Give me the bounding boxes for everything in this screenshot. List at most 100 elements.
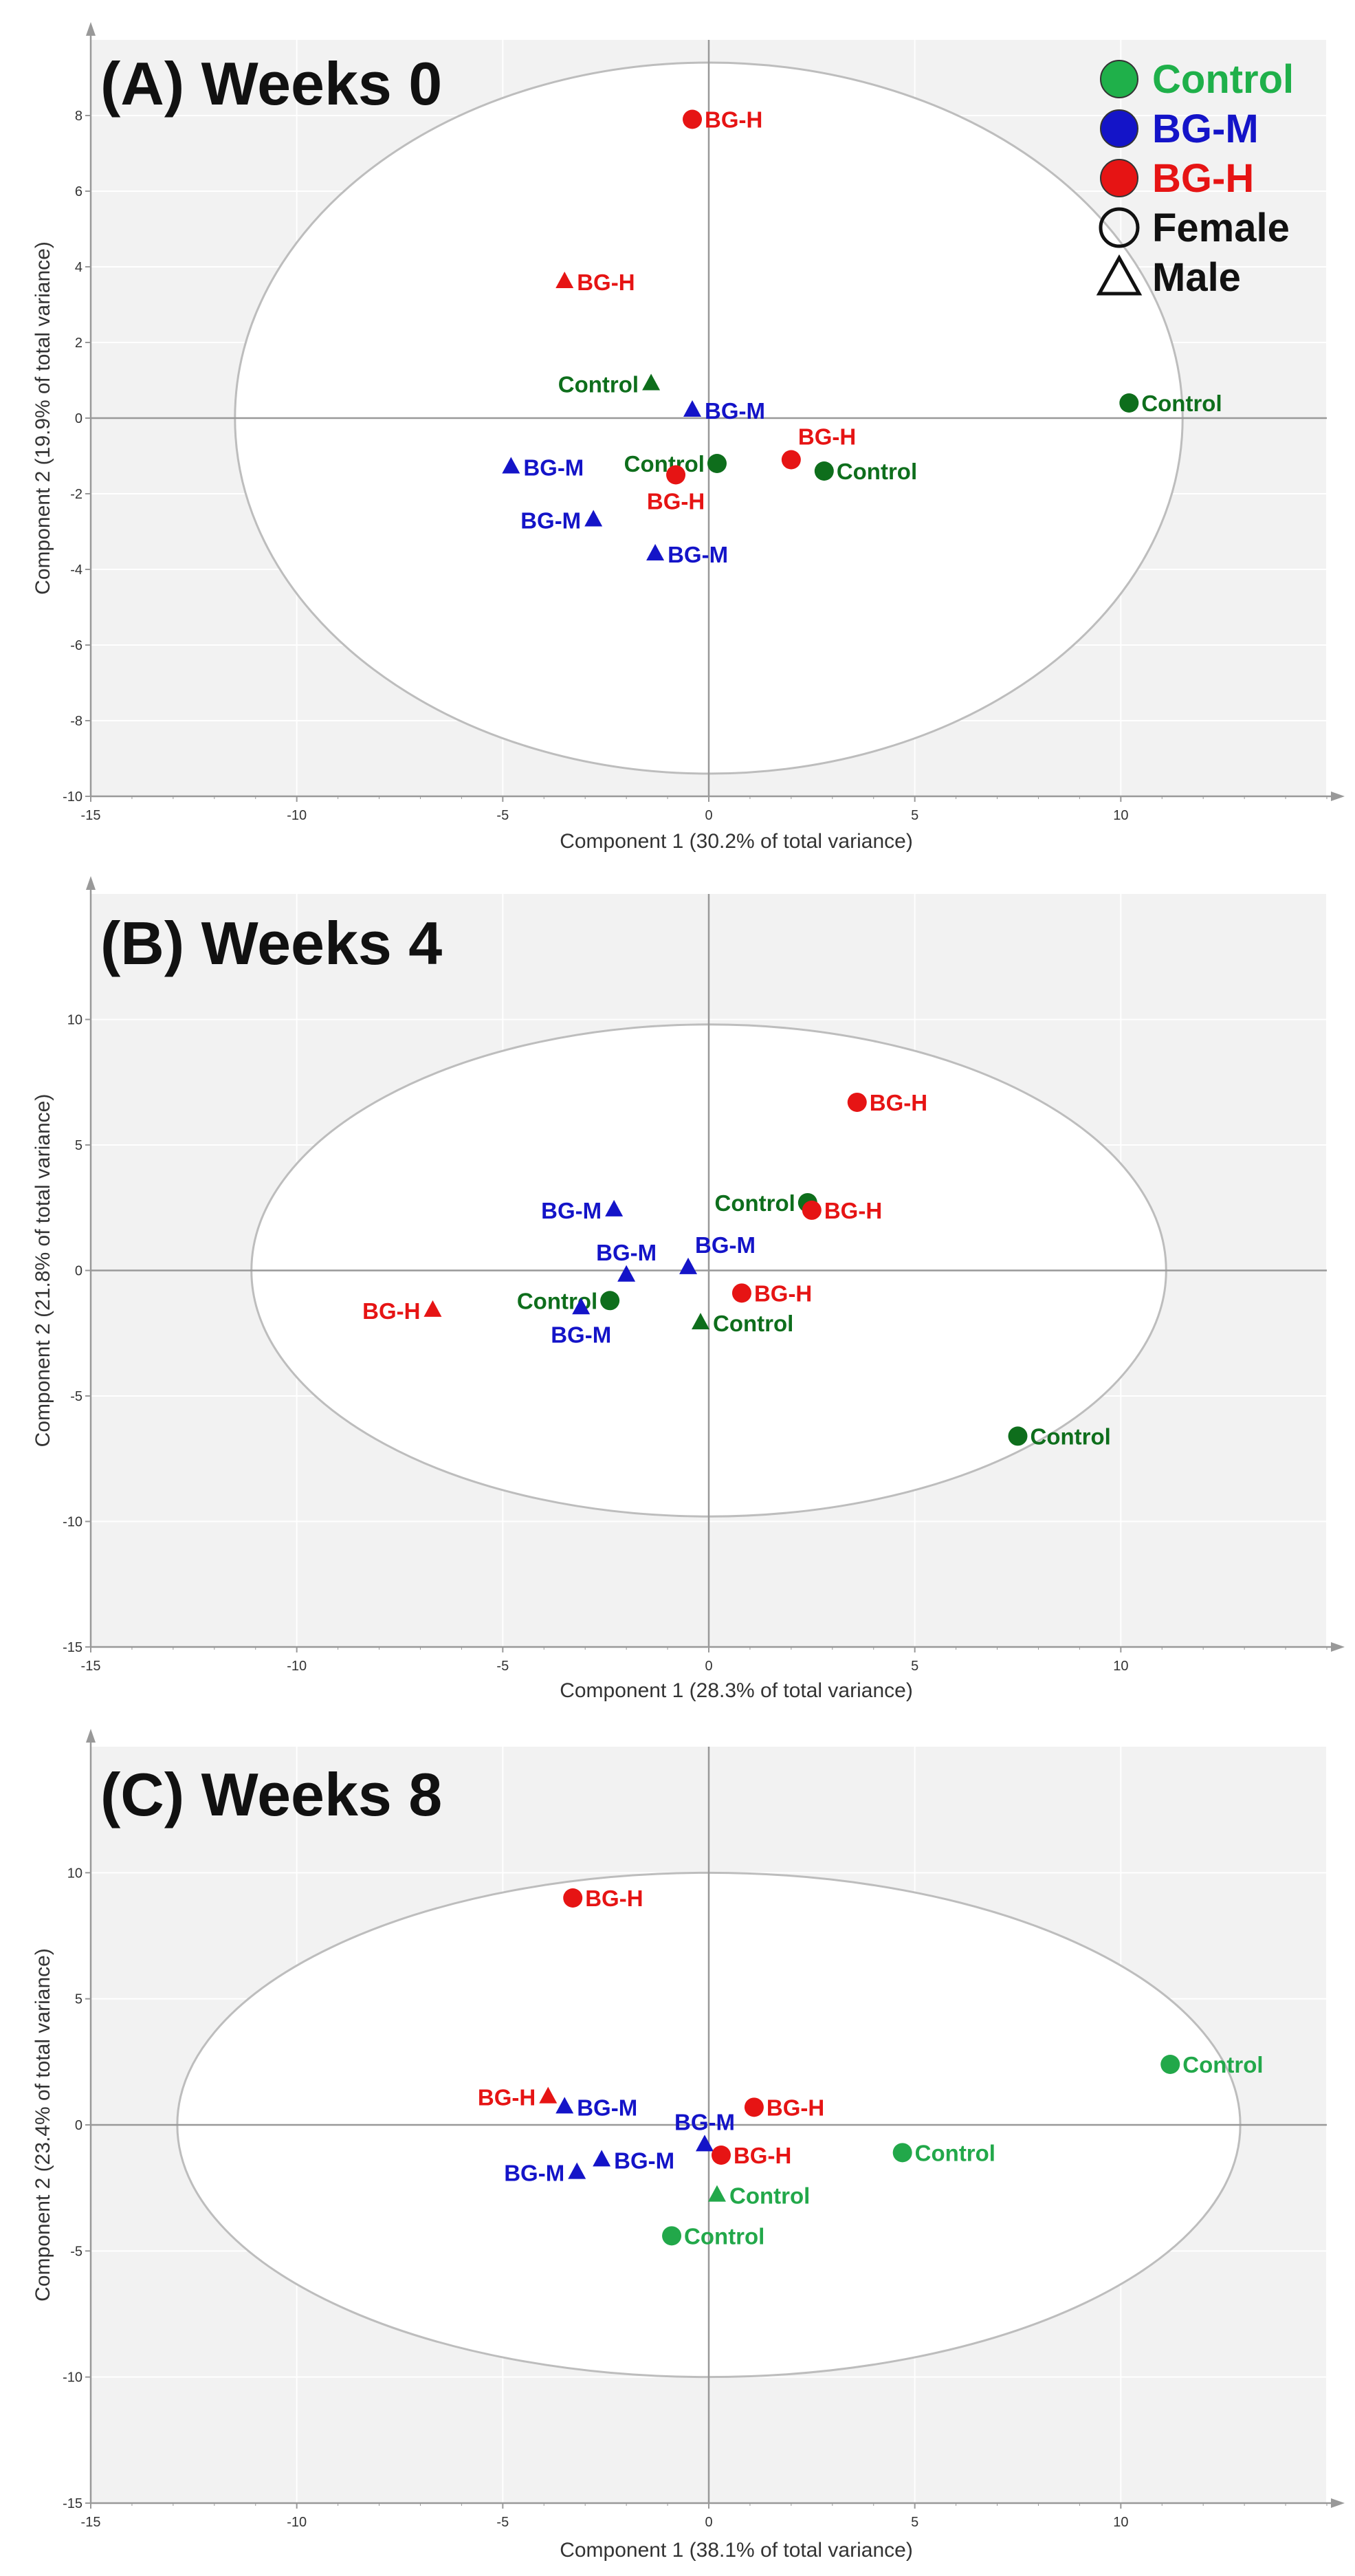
panel-title: (B) Weeks 4 (100, 909, 442, 977)
data-point-female (662, 2226, 682, 2246)
data-point-label: BG-M (541, 1198, 602, 1223)
x-tick-label: 5 (911, 1659, 918, 1674)
y-tick-label: 5 (75, 1138, 82, 1153)
legend: Control BG-M BG-H Female Male (1096, 57, 1294, 300)
data-point-female (1160, 2055, 1180, 2074)
panel-title: (C) Weeks 8 (100, 1760, 442, 1829)
x-tick-label: -10 (287, 808, 307, 823)
data-point-label: BG-H (798, 424, 856, 450)
data-point-female (711, 2146, 731, 2165)
x-tick-label: 10 (1113, 1659, 1128, 1674)
x-tick-label: 10 (1113, 808, 1128, 823)
x-tick-label: -15 (81, 1659, 101, 1674)
data-point-label: BG-H (478, 2085, 536, 2110)
y-axis-label: Component 2 (19.9% of total variance) (32, 241, 54, 595)
data-point-label: Control (684, 2223, 764, 2249)
legend-item-control: Control (1100, 57, 1294, 102)
y-tick-label: -6 (70, 638, 82, 653)
data-point-male (683, 400, 702, 417)
x-tick-label: -5 (496, 808, 509, 823)
x-tick-label: 10 (1113, 2515, 1128, 2530)
data-point-male (568, 2162, 586, 2179)
data-point-female (744, 2097, 764, 2117)
y-tick-label: -8 (70, 714, 82, 729)
data-point-label: Control (715, 1190, 795, 1216)
data-point-label: BG-M (596, 1240, 657, 1265)
data-point-female (814, 461, 834, 481)
x-tick-label: 5 (911, 2515, 918, 2530)
data-point-female (1008, 1426, 1028, 1446)
y-axis-label: Component 2 (21.8% of total variance) (32, 1094, 54, 1448)
data-point-label: BG-M (551, 1322, 611, 1347)
data-point-female (707, 454, 727, 473)
data-point-female (666, 465, 686, 485)
data-point-male (707, 2185, 726, 2202)
data-point-male (642, 373, 661, 391)
legend-label: Male (1152, 255, 1241, 300)
data-point-male (502, 457, 520, 474)
x-tick-label: 0 (705, 808, 712, 823)
x-axis-arrow (1331, 1642, 1345, 1652)
data-point-male (555, 2097, 574, 2114)
y-tick-label: 4 (75, 260, 82, 275)
data-point-label: BG-M (614, 2148, 674, 2173)
y-tick-label: 0 (75, 1264, 82, 1279)
legend-label: BG-M (1152, 107, 1259, 151)
y-tick-label: 0 (75, 2118, 82, 2133)
y-tick-label: 10 (67, 1013, 82, 1028)
y-tick-label: -15 (63, 2496, 82, 2511)
data-point-male (572, 1298, 591, 1315)
data-point-label: Control (1031, 1423, 1111, 1449)
x-axis-arrow (1331, 792, 1345, 801)
data-point-female (847, 1092, 867, 1112)
chart-panel-1: -15 -10 -5 0 5 10 -10 -8 -6 -4 -2 0 2 4 6 8 Component 1 … (32, 22, 1345, 853)
data-point-female (892, 2143, 912, 2163)
y-tick-label: -4 (70, 563, 82, 578)
y-tick-label: -5 (70, 1389, 82, 1404)
data-point-male (692, 1313, 710, 1330)
data-point-female (1119, 393, 1139, 413)
data-point-label: BG-H (870, 1090, 927, 1115)
legend-circle-icon (1100, 109, 1138, 148)
y-tick-label: -15 (63, 1640, 82, 1655)
legend-item-male: Male (1096, 254, 1241, 300)
y-tick-label: -2 (70, 487, 82, 502)
data-point-label: BG-M (577, 2095, 637, 2120)
x-axis-label: Component 1 (28.3% of total variance) (560, 1679, 913, 1702)
x-tick-label: -10 (287, 2515, 307, 2530)
data-point-label: BG-M (668, 542, 728, 567)
y-tick-label: 5 (75, 1992, 82, 2007)
y-tick-label: -10 (63, 789, 82, 805)
x-tick-label: 0 (705, 1659, 712, 1674)
x-tick-label: -10 (287, 1659, 307, 1674)
data-point-label: Control (1141, 391, 1222, 416)
data-point-male (593, 2150, 611, 2167)
y-axis-label: Component 2 (23.4% of total variance) (32, 1948, 54, 2302)
y-tick-label: -10 (63, 2370, 82, 2386)
x-tick-label: 5 (911, 808, 918, 823)
data-point-male (423, 1300, 442, 1317)
data-point-label: BG-M (695, 1232, 756, 1258)
data-point-female (781, 450, 801, 470)
legend-item-bg-m: BG-M (1100, 107, 1259, 151)
data-point-female (563, 1888, 583, 1908)
data-point-male (555, 272, 574, 288)
data-point-female (683, 109, 703, 129)
data-point-female (802, 1200, 822, 1220)
data-point-label: Control (713, 1311, 793, 1336)
legend-label: BG-H (1152, 156, 1254, 201)
x-tick-label: 0 (705, 2515, 712, 2530)
data-point-male (646, 544, 665, 560)
y-tick-label: -5 (70, 2244, 82, 2259)
data-point-label: Control (624, 451, 705, 477)
x-tick-label: -5 (496, 1659, 509, 1674)
legend-label: Control (1152, 57, 1294, 102)
x-axis-arrow (1331, 2498, 1345, 2508)
y-tick-label: -10 (63, 1515, 82, 1530)
x-tick-label: -15 (81, 808, 101, 823)
legend-male-icon (1096, 254, 1143, 296)
data-point-male (605, 1199, 624, 1216)
y-tick-label: 8 (75, 109, 82, 124)
data-point-label: BG-H (734, 2143, 791, 2168)
data-point-label: BG-H (577, 270, 635, 295)
